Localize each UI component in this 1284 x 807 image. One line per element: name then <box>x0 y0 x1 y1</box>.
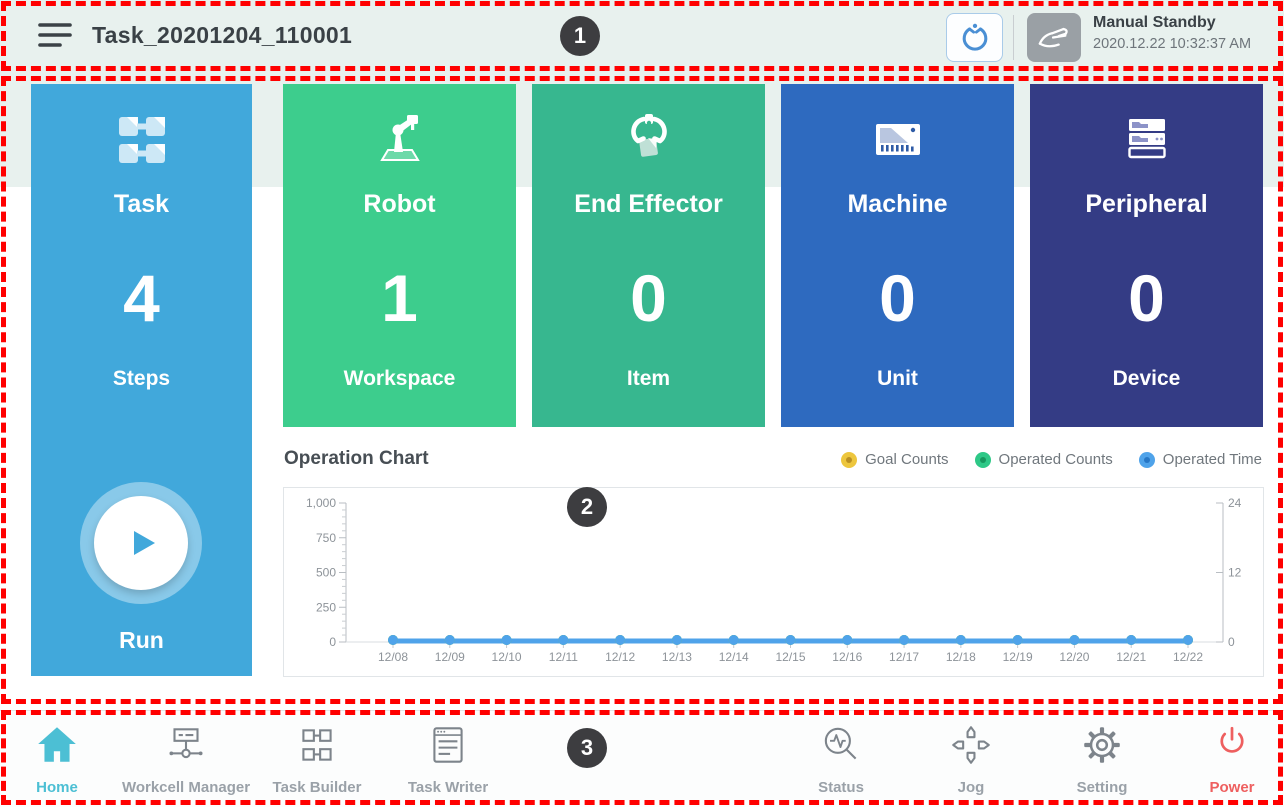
manual-mode-button[interactable] <box>1027 13 1081 62</box>
svg-text:12/08: 12/08 <box>378 650 408 664</box>
svg-text:12/18: 12/18 <box>946 650 976 664</box>
legend-dot-green <box>974 451 991 468</box>
legend-dot-yellow <box>841 451 858 468</box>
play-icon <box>134 531 155 555</box>
card-value: 0 <box>630 261 667 335</box>
card-value: 1 <box>381 261 418 335</box>
task-steps-icon <box>118 117 165 163</box>
card-title: Peripheral <box>1085 190 1208 218</box>
header-divider <box>1013 15 1014 60</box>
svg-text:0: 0 <box>1228 635 1235 649</box>
svg-text:12/13: 12/13 <box>662 650 692 664</box>
card-peripheral[interactable]: Peripheral 0 Device <box>1030 84 1263 427</box>
card-title: Machine <box>847 190 948 218</box>
card-value: 0 <box>879 261 916 335</box>
page-title: Task_20201204_110001 <box>92 22 353 48</box>
card-robot[interactable]: Robot 1 Workspace <box>283 84 516 427</box>
hand-mode-icon <box>1038 27 1068 47</box>
nav-item-jog[interactable]: Jog <box>896 711 1046 807</box>
svg-text:12/15: 12/15 <box>775 650 805 664</box>
chart-legend: Goal Counts Operated Counts Operated Tim… <box>841 451 1262 468</box>
svg-text:12/22: 12/22 <box>1173 650 1203 664</box>
svg-text:12: 12 <box>1228 566 1242 580</box>
power-icon <box>1220 726 1244 753</box>
annotation-badge-3: 3 <box>567 728 607 768</box>
legend-label: Goal Counts <box>865 451 949 468</box>
svg-text:750: 750 <box>316 531 336 545</box>
svg-text:12/09: 12/09 <box>435 650 465 664</box>
peripheral-server-icon <box>1127 119 1166 159</box>
nav-item-home[interactable]: Home <box>0 711 132 807</box>
card-value: 4 <box>123 261 160 335</box>
card-unit: Steps <box>112 367 171 390</box>
gripper-icon <box>962 23 987 51</box>
svg-text:12/16: 12/16 <box>832 650 862 664</box>
operation-chart-panel: 1,000 750 500 250 0 24 12 0 12/08 12/09 12/10 12/11… <box>283 487 1264 677</box>
run-label: Run <box>119 627 164 653</box>
jog-icon <box>952 726 990 764</box>
robot-status: Manual Standby 2020.12.22 10:32:37 AM <box>1093 14 1251 52</box>
top-bar: Task_20201204_110001 Manual Standby 2020… <box>0 0 1284 74</box>
card-machine[interactable]: Machine 0 Unit <box>781 84 1014 427</box>
nav-item-power[interactable]: Power <box>1157 711 1284 807</box>
hamburger-icon[interactable] <box>38 21 72 51</box>
legend-dot-blue <box>1138 451 1155 468</box>
gripper-item-icon <box>630 114 667 157</box>
legend-operated-time[interactable]: Operated Time <box>1138 451 1262 468</box>
svg-text:12/11: 12/11 <box>549 650 578 664</box>
svg-text:12/14: 12/14 <box>719 650 749 664</box>
card-unit: Device <box>1112 367 1181 390</box>
legend-operated-counts[interactable]: Operated Counts <box>974 451 1113 468</box>
status-timestamp: 2020.12.22 10:32:37 AM <box>1093 36 1252 52</box>
nav-item-setting[interactable]: Setting <box>1027 711 1177 807</box>
card-task[interactable]: Task 4 Steps Run <box>31 84 252 676</box>
run-button-circle <box>94 496 188 590</box>
operation-chart: 1,000 750 500 250 0 24 12 0 12/08 12/09 12/10 12/11… <box>306 496 1242 664</box>
card-title: Task <box>113 190 170 218</box>
card-unit: Unit <box>877 367 918 390</box>
svg-text:12/20: 12/20 <box>1059 650 1089 664</box>
svg-text:24: 24 <box>1228 496 1242 510</box>
svg-text:12/17: 12/17 <box>889 650 919 664</box>
setting-icon <box>1084 727 1120 763</box>
svg-text:12/12: 12/12 <box>605 650 635 664</box>
nav-item-task-builder[interactable]: Task Builder <box>242 711 392 807</box>
nav-item-workcell-manager[interactable]: Workcell Manager <box>111 711 261 807</box>
annotation-badge-2: 2 <box>567 487 607 527</box>
workcell-manager-icon <box>169 728 203 759</box>
legend-goal-counts[interactable]: Goal Counts <box>841 451 949 468</box>
annotation-badge-1: 1 <box>560 16 600 56</box>
svg-text:500: 500 <box>316 566 336 580</box>
task-builder-icon <box>302 729 332 761</box>
nav-item-status[interactable]: Status <box>766 711 916 807</box>
run-button[interactable] <box>80 482 202 604</box>
legend-label: Operated Counts <box>998 451 1113 468</box>
card-unit: Item <box>626 367 671 390</box>
bottom-nav: Home Workcell Manager <box>0 710 1284 807</box>
card-unit: Workspace <box>343 367 456 390</box>
card-value: 0 <box>1128 261 1165 335</box>
status-icon <box>824 727 857 760</box>
svg-text:12/19: 12/19 <box>1003 650 1033 664</box>
robot-arm-icon <box>379 115 420 161</box>
card-end-effector[interactable]: End Effector 0 Item <box>532 84 765 427</box>
svg-text:0: 0 <box>329 635 336 649</box>
home-icon <box>38 727 76 762</box>
nav-item-task-writer[interactable]: Task Writer <box>373 711 523 807</box>
gripper-button[interactable] <box>946 13 1003 62</box>
task-writer-icon <box>433 727 463 763</box>
card-title: End Effector <box>574 190 723 218</box>
svg-text:250: 250 <box>316 600 336 614</box>
legend-label: Operated Time <box>1162 451 1262 468</box>
machine-icon <box>875 124 920 155</box>
chart-title: Operation Chart <box>284 448 429 469</box>
status-mode-label: Manual Standby <box>1093 14 1216 31</box>
card-title: Robot <box>363 190 436 218</box>
svg-text:12/10: 12/10 <box>492 650 522 664</box>
svg-text:1,000: 1,000 <box>306 496 336 510</box>
svg-text:12/21: 12/21 <box>1116 650 1146 664</box>
